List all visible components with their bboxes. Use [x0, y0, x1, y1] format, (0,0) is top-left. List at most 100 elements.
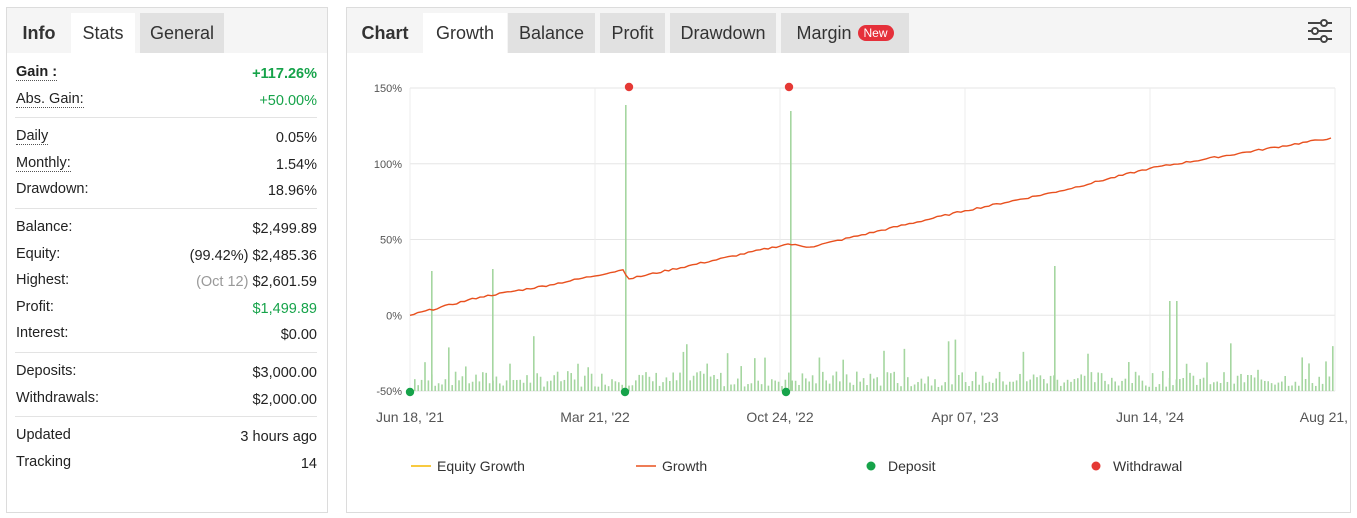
- balance-label: Balance:: [16, 218, 73, 235]
- activity-bar: [618, 382, 620, 391]
- tab-profit[interactable]: Profit: [600, 13, 665, 53]
- activity-bar: [1009, 381, 1011, 391]
- tab-margin[interactable]: Margin New: [781, 13, 909, 53]
- activity-bar: [1274, 384, 1276, 391]
- tracking-value: 14: [300, 455, 317, 472]
- activity-bar: [516, 379, 518, 391]
- legend-deposit-swatch: [866, 461, 876, 471]
- tab-chart[interactable]: Chart: [361, 23, 409, 43]
- withdrawal-marker: [624, 82, 634, 92]
- activity-bar: [451, 385, 453, 391]
- highest-date: (Oct 12): [196, 274, 249, 291]
- chart-axis-labels: 150% 100% 50% 0% -50% Jun 18, '21 Mar 21, '22 O…: [374, 83, 1350, 425]
- abs-gain-value: +50.00%: [259, 92, 317, 109]
- activity-bar: [961, 372, 963, 391]
- activity-bar: [930, 385, 933, 391]
- activity-bar: [465, 366, 467, 391]
- activity-bar: [580, 386, 583, 391]
- activity-bar: [971, 381, 974, 391]
- chart-bars: [414, 105, 1334, 391]
- activity-bar: [1128, 362, 1130, 391]
- monthly-label[interactable]: Monthly:: [16, 154, 71, 172]
- activity-bar: [784, 379, 787, 391]
- activity-bar: [1298, 385, 1300, 391]
- activity-bar: [414, 379, 416, 391]
- tab-growth[interactable]: Growth: [423, 13, 507, 53]
- tab-general[interactable]: General: [140, 13, 224, 53]
- activity-bar: [689, 380, 691, 391]
- daily-label[interactable]: Daily: [16, 128, 49, 146]
- updated-label: Updated: [16, 427, 71, 444]
- activity-bar: [502, 385, 504, 391]
- activity-bar: [713, 374, 715, 391]
- activity-bar: [1226, 381, 1229, 391]
- chart-gridlines: [409, 87, 1336, 392]
- activity-bar: [1169, 301, 1171, 391]
- activity-bar: [788, 372, 790, 391]
- activity-bar: [675, 380, 678, 391]
- x-tick-label: Jun 18, '21: [376, 409, 444, 425]
- activity-bar: [1107, 384, 1110, 391]
- gain-label[interactable]: Gain :: [16, 64, 58, 81]
- activity-bar: [1253, 377, 1256, 391]
- activity-bar: [1213, 382, 1215, 391]
- tab-drawdown[interactable]: Drawdown: [670, 13, 776, 53]
- activity-bar: [958, 374, 960, 391]
- activity-bar: [1216, 381, 1218, 391]
- activity-bar: [658, 385, 661, 391]
- activity-bar: [431, 271, 433, 391]
- activity-bar: [1301, 357, 1303, 391]
- activity-bar: [859, 381, 861, 391]
- activity-bar: [584, 375, 586, 391]
- activity-bar: [679, 372, 681, 391]
- activity-bar: [645, 372, 647, 391]
- activity-bar: [750, 383, 753, 391]
- y-tick-label: 50%: [380, 235, 402, 247]
- tab-balance[interactable]: Balance: [508, 13, 595, 53]
- withdrawal-marker: [784, 82, 794, 92]
- x-tick-label: Oct 24, '22: [746, 409, 813, 425]
- activity-bar: [835, 371, 838, 391]
- activity-bar: [499, 383, 501, 391]
- activity-bar: [556, 371, 559, 391]
- activity-bar: [607, 386, 610, 391]
- tab-info[interactable]: Info: [22, 23, 56, 43]
- stat-daily: Daily 0.05%: [15, 124, 317, 151]
- activity-bar: [1185, 363, 1188, 391]
- abs-gain-label[interactable]: Abs. Gain:: [16, 90, 84, 108]
- activity-bar: [747, 384, 749, 391]
- legend-withdrawal-swatch: [1091, 461, 1101, 471]
- activity-bar: [760, 384, 763, 391]
- settings-sliders-icon[interactable]: [1306, 18, 1334, 44]
- activity-bar: [876, 377, 878, 391]
- activity-bar: [1019, 373, 1021, 391]
- activity-bar: [798, 384, 800, 391]
- activity-bar: [1304, 378, 1307, 391]
- activity-bar: [805, 378, 807, 391]
- tab-stats[interactable]: Stats: [71, 13, 135, 53]
- divider: [15, 207, 317, 209]
- activity-bar: [1223, 372, 1225, 391]
- activity-bar: [577, 363, 579, 391]
- activity-bar: [900, 386, 902, 391]
- chart-tab-bar: Chart Growth Balance Profit Drawdown Mar…: [347, 8, 1350, 53]
- activity-bar: [601, 373, 603, 391]
- balance-value: $2,499.89: [252, 220, 317, 237]
- activity-bar: [774, 380, 776, 391]
- activity-bar: [1022, 351, 1025, 391]
- activity-bar: [570, 373, 572, 391]
- activity-bar: [1260, 379, 1263, 391]
- activity-bar: [1325, 361, 1327, 391]
- activity-bar: [1134, 371, 1137, 391]
- withdrawals-label: Withdrawals:: [16, 389, 99, 406]
- activity-bar: [417, 385, 419, 391]
- activity-bar: [1247, 374, 1249, 391]
- deposits-value: $3,000.00: [252, 364, 317, 381]
- activity-bar: [964, 382, 967, 391]
- stat-deposits: Deposits: $3,000.00: [15, 359, 317, 386]
- activity-bar: [723, 386, 725, 391]
- activity-bar: [505, 380, 508, 391]
- activity-bar: [669, 380, 671, 391]
- stat-highest: Highest: (Oct 12) $2,601.59: [15, 268, 317, 295]
- activity-bar: [1311, 383, 1314, 391]
